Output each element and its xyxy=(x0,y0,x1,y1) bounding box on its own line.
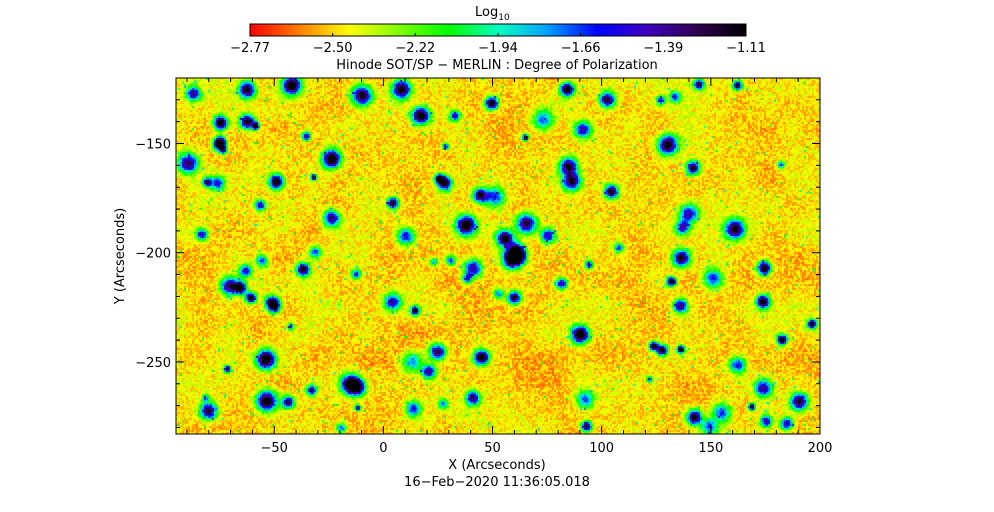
x-tick-label: 50 xyxy=(484,441,501,456)
colorbar-tick-label: −1.39 xyxy=(643,41,683,56)
x-tick-label: 100 xyxy=(589,441,614,456)
colorbar-ticks: −2.77 −2.50 −2.22 −1.94 −1.66 −1.39 −1.11 xyxy=(230,33,766,56)
x-tick-label: −50 xyxy=(261,441,288,456)
x-axis-label: X (Arcseconds) xyxy=(448,458,545,473)
plot-frame xyxy=(175,77,821,435)
y-tick-label: −250 xyxy=(135,356,171,371)
chart-title: Hinode SOT/SP − MERLIN : Degree of Polar… xyxy=(336,58,658,73)
colorbar: Log10 −2.77 −2.50 −2.22 −1.94 −1.66 −1.39 −1.1… xyxy=(230,5,766,56)
colorbar-tick-label: −2.77 xyxy=(230,41,270,56)
y-axis-label: Y (Arcseconds) xyxy=(113,208,128,305)
colorbar-tick-label: −1.11 xyxy=(726,41,766,56)
x-tick-label: 200 xyxy=(808,441,833,456)
colorbar-tick-label: −1.66 xyxy=(561,41,601,56)
y-tick-label: −200 xyxy=(135,247,171,262)
x-tick-label: 0 xyxy=(379,441,387,456)
colorbar-tick-label: −1.94 xyxy=(478,41,518,56)
y-tick-label: −150 xyxy=(135,138,171,153)
axes: −50 0 50 100 150 200 −150 −200 −250 xyxy=(135,77,833,456)
plot-area: −50 0 50 100 150 200 −150 −200 −250 xyxy=(135,77,833,456)
colorbar-tick-label: −2.50 xyxy=(313,41,353,56)
x-tick-label: 150 xyxy=(698,441,723,456)
timestamp: 16−Feb−2020 11:36:05.018 xyxy=(404,475,590,490)
polarization-heatmap xyxy=(176,78,820,434)
colorbar-label: Log10 xyxy=(475,5,510,23)
colorbar-tick-label: −2.22 xyxy=(395,41,435,56)
